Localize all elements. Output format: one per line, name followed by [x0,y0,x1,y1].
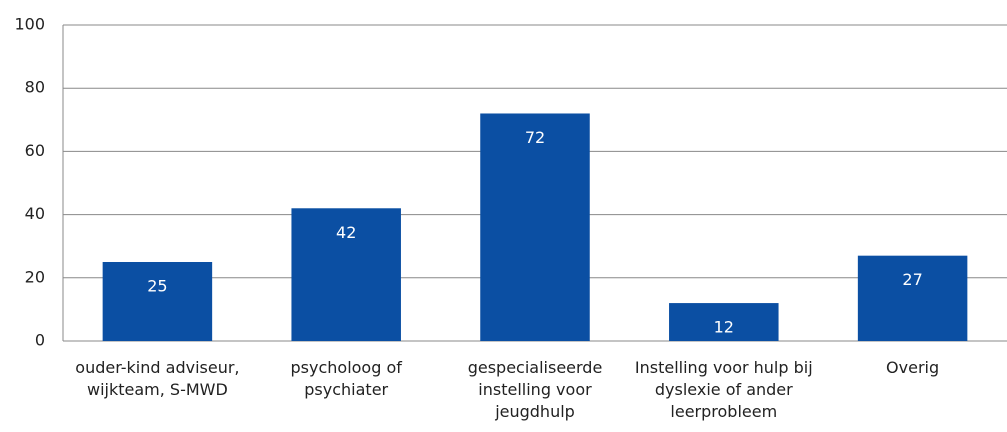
data-label: 42 [336,223,356,242]
x-tick-label: gespecialiseerde instelling voor jeugdhu… [467,358,603,421]
y-tick-label: 20 [25,267,45,286]
y-tick-label: 100 [14,15,45,34]
y-tick-label: 80 [25,78,45,97]
data-label: 72 [525,128,545,147]
data-label: 25 [147,277,167,296]
y-tick-label: 0 [35,331,45,350]
x-tick-label: Overig [886,358,940,377]
data-label: 27 [902,270,922,289]
x-tick-label: psycholoog of psychiater [290,358,402,399]
bar [669,303,779,341]
data-label: 12 [714,318,734,337]
x-tick-label: Instelling voor hulp bij dyslexie of and… [634,358,813,421]
bar [857,255,968,341]
bar [291,208,401,341]
bar [480,113,590,341]
y-tick-label: 60 [25,141,45,160]
y-tick-label: 40 [25,204,45,223]
x-tick-label: ouder-kind adviseur, wijkteam, S-MWD [75,358,240,399]
bar [102,262,213,341]
